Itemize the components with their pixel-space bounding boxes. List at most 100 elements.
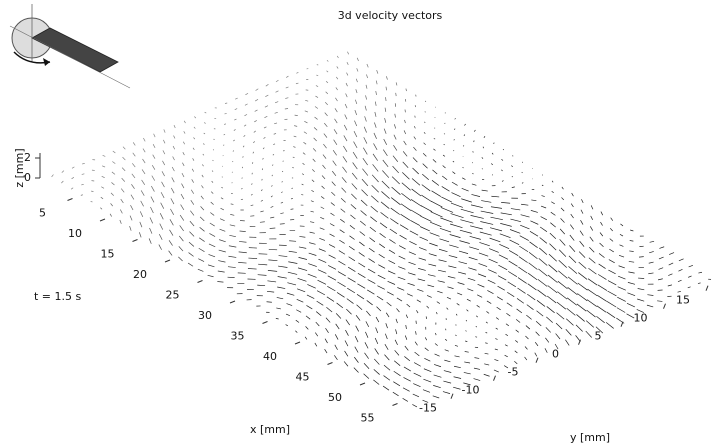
velocity-vector — [306, 316, 310, 319]
velocity-vector — [443, 381, 451, 383]
velocity-vector — [296, 83, 298, 84]
velocity-vector — [502, 181, 503, 182]
velocity-vector — [567, 298, 577, 305]
velocity-vector — [100, 208, 102, 210]
velocity-vector — [169, 240, 172, 245]
velocity-vector — [326, 307, 332, 312]
velocity-vector — [387, 302, 392, 306]
velocity-vector — [391, 208, 400, 214]
velocity-vector — [491, 196, 499, 197]
velocity-vector — [482, 190, 488, 191]
velocity-vector — [356, 315, 360, 320]
velocity-vector — [143, 149, 145, 153]
velocity-vector — [471, 215, 484, 218]
velocity-vector — [82, 163, 85, 164]
velocity-vector — [404, 141, 407, 145]
velocity-vector — [257, 285, 265, 286]
y-tick-label: 5 — [595, 330, 602, 343]
velocity-vector — [268, 260, 277, 261]
orientation-icon — [10, 4, 130, 88]
velocity-vector — [617, 297, 625, 301]
velocity-vector — [194, 116, 195, 118]
velocity-vector — [376, 328, 378, 334]
x-tick — [165, 260, 170, 262]
velocity-vector — [182, 163, 184, 166]
velocity-vector — [150, 228, 152, 234]
velocity-vector — [184, 121, 185, 123]
velocity-vector — [255, 110, 258, 112]
velocity-vector — [423, 390, 430, 393]
velocity-vector — [365, 342, 368, 348]
velocity-vector — [556, 323, 562, 329]
velocity-vector — [332, 182, 336, 186]
velocity-vector — [384, 355, 389, 361]
velocity-vector — [313, 159, 316, 162]
velocity-vector — [591, 216, 593, 220]
velocity-vector — [330, 234, 335, 237]
velocity-vector — [679, 259, 684, 261]
velocity-vector — [198, 259, 204, 262]
velocity-vector — [484, 136, 485, 138]
velocity-vector — [618, 276, 625, 279]
velocity-vector — [352, 173, 357, 179]
velocity-vector — [668, 274, 672, 276]
velocity-vector — [150, 218, 153, 224]
velocity-vector — [382, 181, 389, 188]
velocity-vector — [427, 295, 432, 297]
velocity-vector — [347, 299, 354, 304]
velocity-vector — [161, 203, 164, 209]
velocity-vector — [541, 217, 547, 220]
velocity-vector — [428, 264, 436, 266]
velocity-vector — [469, 247, 479, 250]
velocity-vector — [337, 56, 338, 58]
velocity-vector — [340, 230, 345, 233]
velocity-vector — [309, 243, 315, 245]
velocity-vector — [311, 211, 314, 212]
velocity-vector — [365, 116, 367, 121]
velocity-vector — [182, 173, 184, 177]
velocity-vector — [369, 248, 375, 252]
velocity-vector — [485, 353, 489, 354]
velocity-vector — [172, 167, 174, 171]
velocity-vector — [453, 161, 454, 162]
velocity-vector — [315, 343, 317, 346]
velocity-vector — [488, 280, 496, 284]
velocity-vector — [500, 234, 511, 238]
velocity-vector — [470, 236, 481, 239]
velocity-vector — [321, 207, 324, 209]
velocity-vector — [403, 398, 408, 401]
velocity-vector — [388, 281, 395, 284]
velocity-vector — [491, 207, 502, 209]
velocity-vector — [387, 292, 394, 295]
velocity-vector — [374, 122, 376, 127]
velocity-vector — [239, 241, 246, 242]
velocity-vector — [302, 174, 304, 175]
velocity-vector — [52, 175, 54, 177]
velocity-vector — [267, 302, 272, 303]
velocity-vector — [432, 170, 437, 174]
velocity-vector — [577, 304, 586, 311]
velocity-vector — [393, 392, 399, 396]
velocity-vector — [423, 153, 426, 156]
velocity-vector — [366, 311, 370, 316]
velocity-vector — [511, 209, 520, 210]
velocity-vector — [274, 123, 277, 124]
velocity-vector — [580, 241, 584, 246]
velocity-vector — [698, 283, 701, 284]
velocity-vector — [270, 217, 274, 218]
velocity-vector — [499, 255, 508, 260]
velocity-vector — [528, 273, 537, 280]
velocity-vector — [542, 185, 543, 186]
velocity-vector — [380, 223, 387, 228]
velocity-vector — [421, 195, 431, 202]
y-tick-label: -5 — [508, 366, 519, 379]
y-tick-label: 10 — [634, 312, 648, 325]
velocity-vector — [286, 325, 288, 326]
velocity-vector — [163, 150, 165, 154]
velocity-vector — [370, 227, 376, 232]
velocity-vector — [385, 344, 388, 350]
velocity-vector — [572, 193, 574, 196]
y-tick — [706, 286, 708, 291]
velocity-vector — [335, 108, 337, 112]
velocity-vector — [281, 202, 283, 203]
